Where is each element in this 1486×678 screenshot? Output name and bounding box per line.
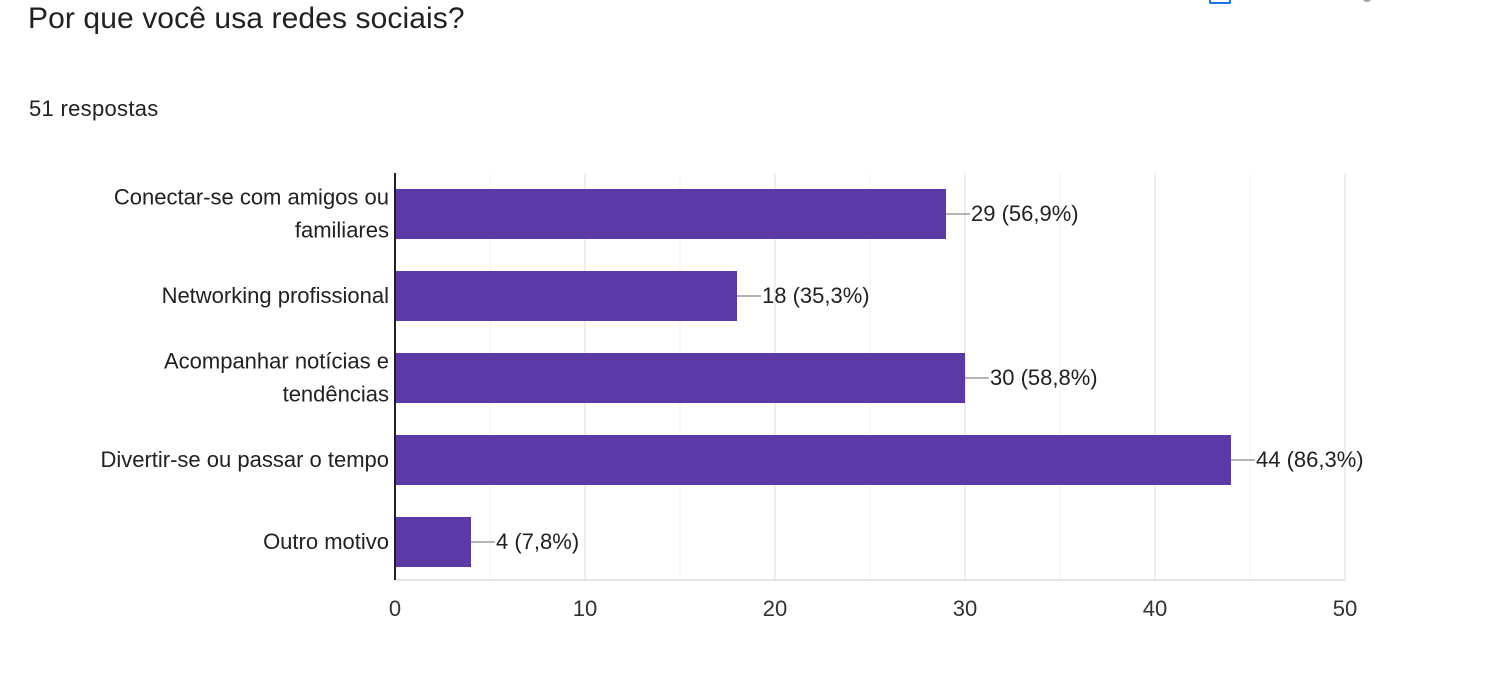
category-label: Conectar-se com amigos ou (114, 185, 389, 210)
category-label: Networking profissional (162, 283, 389, 308)
copy-chart-icon[interactable] (1209, 0, 1231, 4)
axes (394, 173, 1345, 581)
category-label: Acompanhar notícias e (164, 349, 389, 374)
x-tick-label: 30 (953, 596, 977, 621)
data-label: 18 (35,3%) (762, 283, 870, 308)
x-tick-label: 40 (1143, 596, 1167, 621)
data-label: 29 (56,9%) (971, 201, 1079, 226)
category-label: familiares (295, 218, 389, 243)
data-label: 30 (58,8%) (990, 365, 1098, 390)
bar (395, 353, 965, 403)
category-label: Outro motivo (263, 529, 389, 554)
category-label: Divertir-se ou passar o tempo (100, 447, 389, 472)
bar (395, 435, 1231, 485)
question-title: Por que você usa redes sociais? (28, 2, 465, 35)
x-tick-label: 10 (573, 596, 597, 621)
response-count: 51 respostas (29, 96, 159, 121)
bars (395, 189, 1231, 567)
bar (395, 271, 737, 321)
bar (395, 189, 946, 239)
x-tick-label: 20 (763, 596, 787, 621)
x-tick-label: 50 (1333, 596, 1357, 621)
x-tick-label: 0 (389, 596, 401, 621)
category-label: tendências (283, 382, 389, 407)
labels: 29 (56,9%) Conectar-se com amigos ou famil… (100, 185, 1363, 622)
data-label: 44 (86,3%) (1256, 447, 1364, 472)
data-label: 4 (7,8%) (496, 529, 579, 554)
bar (395, 517, 471, 567)
